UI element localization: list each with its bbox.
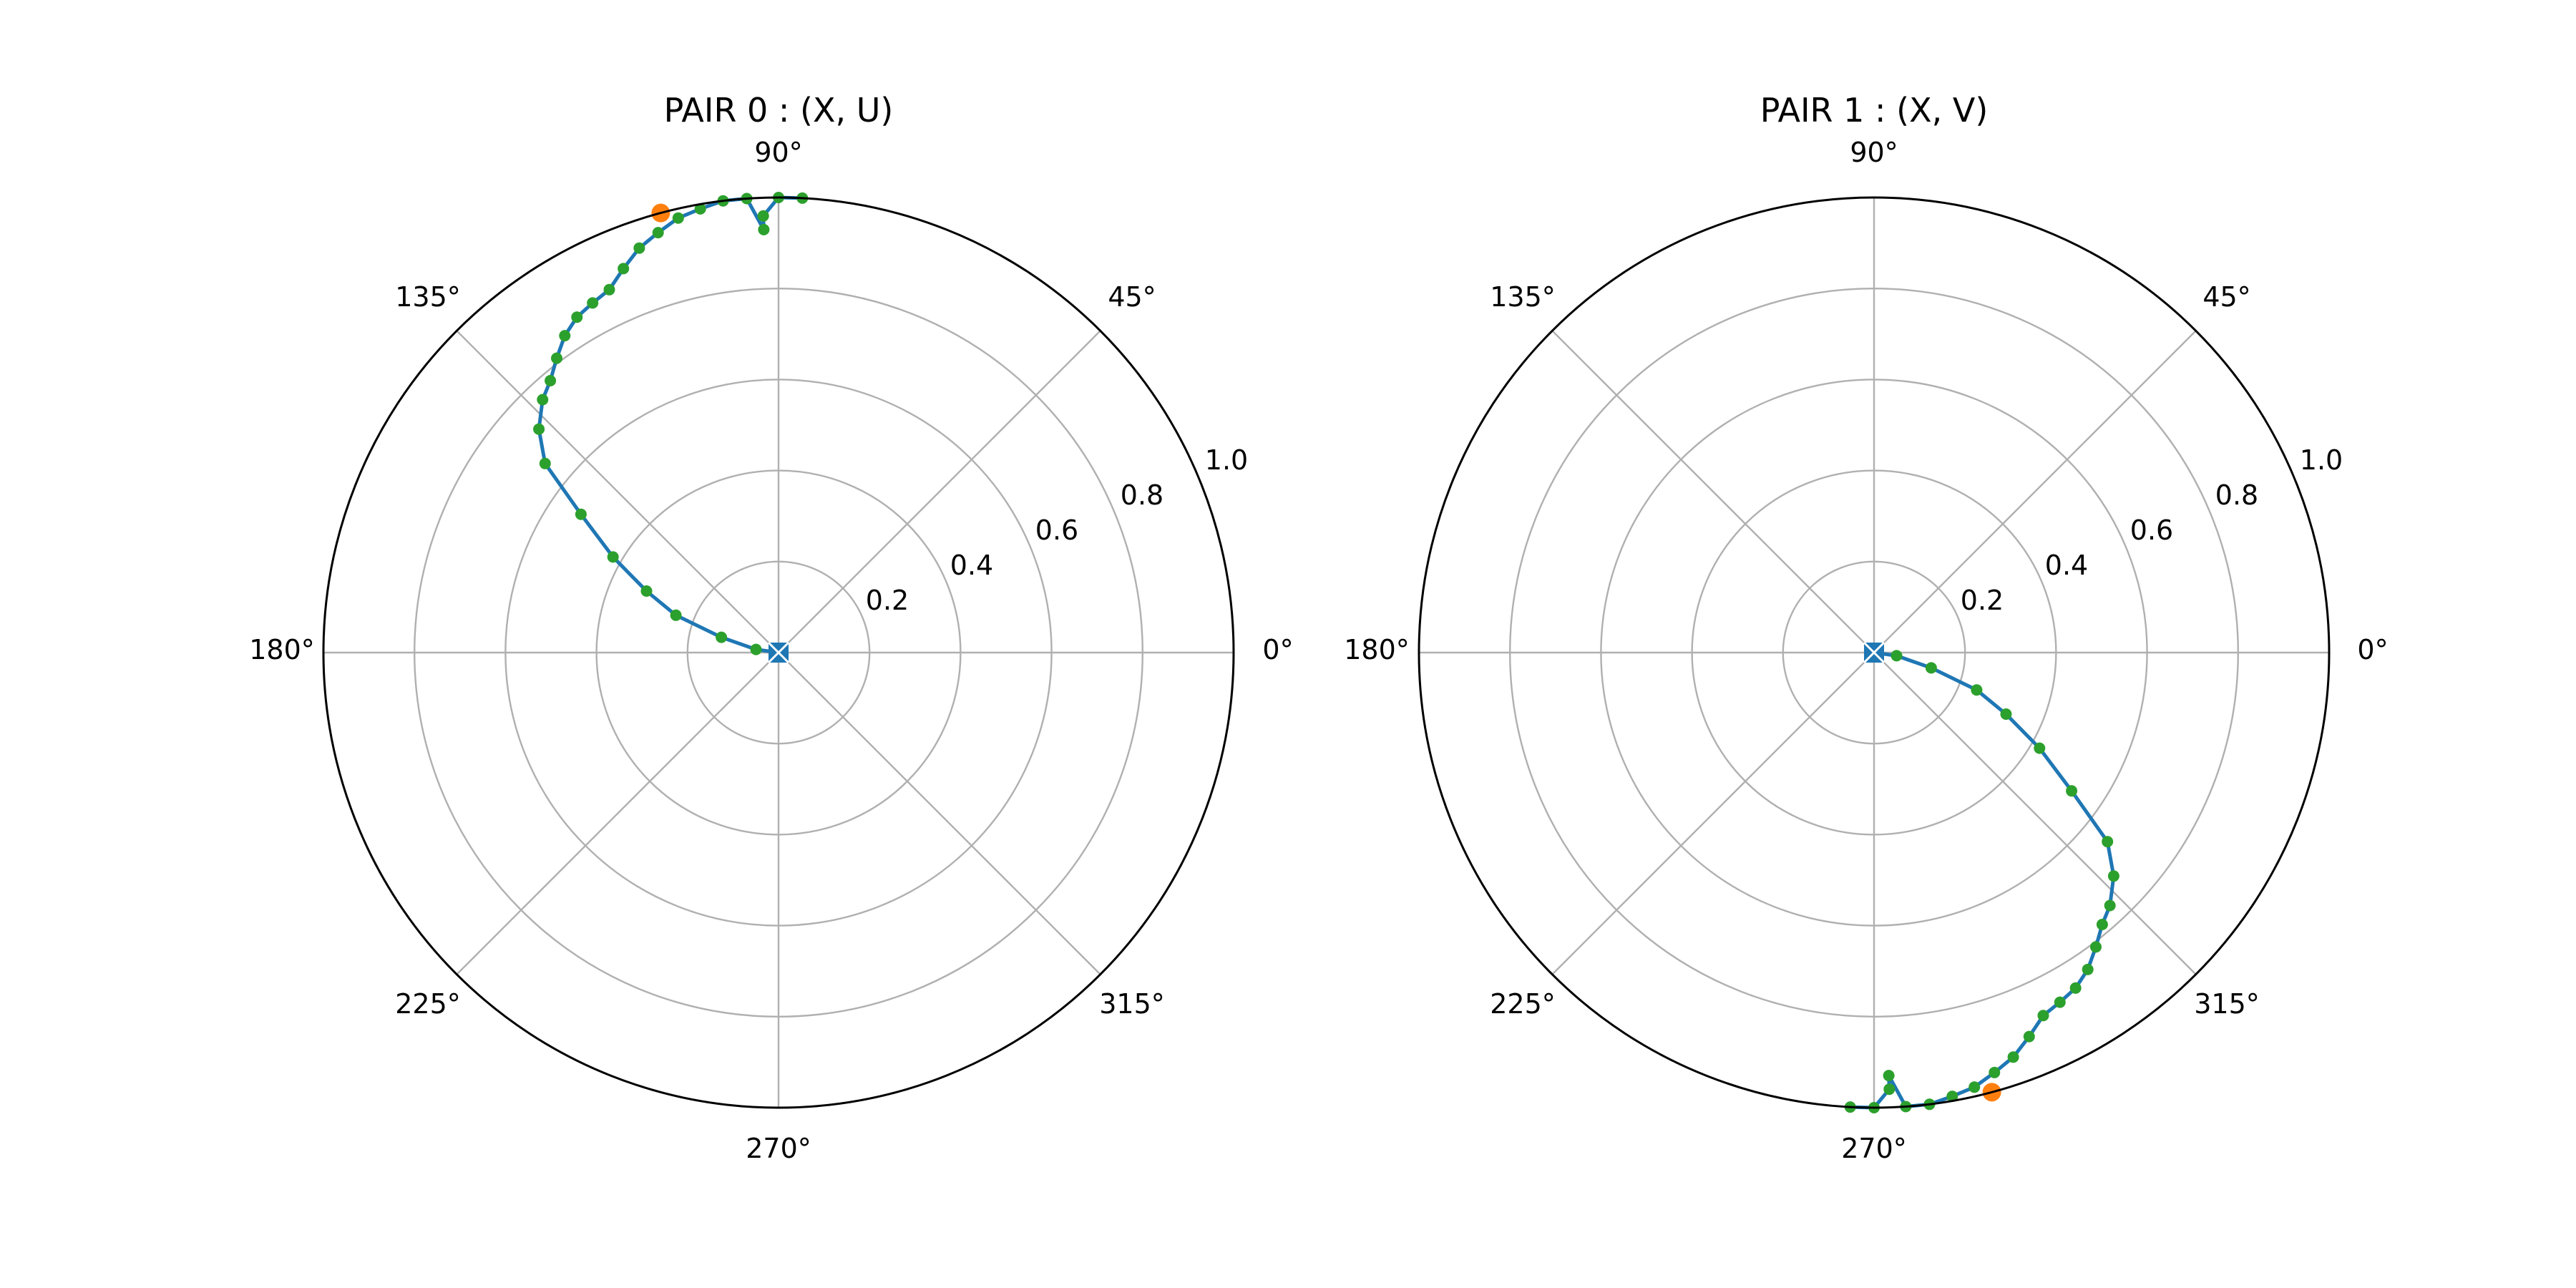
data-point bbox=[652, 227, 664, 239]
r-tick-label: 0.8 bbox=[2215, 479, 2258, 511]
data-point bbox=[633, 242, 645, 254]
data-point bbox=[2096, 919, 2108, 930]
data-point bbox=[545, 375, 557, 386]
polar-grid bbox=[1419, 197, 2329, 1108]
r-tick-label: 0.2 bbox=[866, 585, 909, 616]
data-point bbox=[1890, 650, 1903, 662]
data-point bbox=[571, 311, 583, 323]
theta-tick-label: 135° bbox=[1490, 281, 1556, 313]
data-point bbox=[640, 585, 653, 597]
theta-tick-label: 315° bbox=[1099, 988, 1165, 1020]
data-point bbox=[607, 551, 619, 563]
theta-tick-label: 225° bbox=[395, 988, 461, 1020]
polar-grid bbox=[323, 197, 1234, 1108]
r-tick-label: 0.4 bbox=[950, 550, 993, 581]
r-tick-label: 0.8 bbox=[1121, 479, 1163, 511]
chart-title: PAIR 0 : (X, U) bbox=[664, 91, 894, 130]
data-point bbox=[603, 283, 615, 296]
theta-tick-label: 0° bbox=[1262, 634, 1293, 665]
data-point bbox=[559, 330, 571, 342]
theta-grid-line bbox=[1873, 652, 2197, 975]
r-tick-label: 0.6 bbox=[2130, 514, 2173, 546]
data-point bbox=[1968, 1081, 1981, 1093]
data-point bbox=[1989, 1066, 2001, 1078]
data-point bbox=[694, 203, 706, 215]
data-point bbox=[537, 394, 549, 406]
data-point bbox=[2023, 1030, 2035, 1043]
data-point bbox=[587, 297, 599, 309]
theta-grid-line bbox=[778, 652, 1101, 975]
origin-marker-cross bbox=[767, 641, 790, 664]
theta-tick-label: 0° bbox=[2357, 634, 2388, 665]
chart-title: PAIR 1 : (X, V) bbox=[1760, 91, 1989, 130]
data-point bbox=[2054, 996, 2066, 1008]
data-point bbox=[2037, 1010, 2049, 1022]
theta-grid-line bbox=[778, 330, 1101, 653]
data-point bbox=[2102, 836, 2114, 848]
origin-marker bbox=[767, 641, 790, 664]
polar-frame bbox=[1418, 196, 2331, 1109]
data-point bbox=[2066, 785, 2078, 797]
theta-grid-line bbox=[1551, 652, 1875, 975]
theta-grid-line bbox=[1551, 330, 1875, 653]
data-point bbox=[670, 609, 682, 621]
theta-tick-label: 315° bbox=[2194, 988, 2260, 1020]
tick-labels: 0° 45° 90° 135° 180° 225° 270° 315° 0.2 … bbox=[1344, 137, 2388, 1164]
origin-marker bbox=[1863, 641, 1885, 664]
data-point bbox=[2104, 899, 2116, 912]
theta-grid-line bbox=[456, 652, 779, 975]
theta-grid-line bbox=[1873, 330, 2197, 653]
data-point bbox=[2107, 870, 2119, 882]
data-point bbox=[2000, 708, 2012, 720]
polar-outer-frame bbox=[1418, 196, 2331, 1109]
data-point bbox=[716, 631, 728, 643]
theta-tick-label: 90° bbox=[754, 137, 802, 168]
data-point bbox=[2090, 941, 2102, 953]
data-point bbox=[2082, 963, 2094, 975]
origin-marker-cross bbox=[1863, 641, 1885, 664]
theta-tick-label: 135° bbox=[395, 281, 461, 313]
data-point bbox=[1883, 1083, 1896, 1096]
data-point bbox=[2069, 982, 2082, 994]
data-point bbox=[1925, 662, 1937, 674]
data-point bbox=[539, 457, 551, 469]
r-tick-label: 1.0 bbox=[2300, 444, 2343, 476]
data-point bbox=[618, 263, 630, 275]
data-point bbox=[758, 223, 770, 235]
data-point bbox=[1883, 1070, 1895, 1082]
data-point bbox=[757, 210, 769, 222]
r-tick-label: 0.2 bbox=[1961, 585, 2004, 616]
data-point bbox=[2034, 742, 2046, 754]
theta-tick-label: 180° bbox=[1344, 634, 1410, 665]
theta-tick-label: 270° bbox=[1841, 1133, 1907, 1164]
r-tick-label: 0.4 bbox=[2045, 550, 2088, 581]
data-point bbox=[1971, 684, 1983, 696]
theta-tick-label: 90° bbox=[1850, 137, 1898, 168]
data-point bbox=[672, 212, 684, 224]
theta-tick-label: 225° bbox=[1490, 988, 1556, 1020]
polar-chart-pair-0: PAIR 0 : (X, U) 0° 45° 90° 135° 180° 225… bbox=[249, 91, 1293, 1164]
data-point bbox=[750, 643, 762, 655]
polar-chart-pair-1: PAIR 1 : (X, V) 0° 45° 90° 135° 180° 225… bbox=[1344, 91, 2388, 1164]
data-point bbox=[551, 352, 562, 364]
theta-tick-label: 45° bbox=[2202, 281, 2250, 313]
data-point bbox=[2007, 1051, 2019, 1063]
theta-tick-label: 180° bbox=[249, 634, 315, 665]
tick-labels: 0° 45° 90° 135° 180° 225° 270° 315° 0.2 … bbox=[249, 137, 1293, 1164]
polar-outer-frame bbox=[322, 196, 1235, 1109]
theta-tick-label: 270° bbox=[746, 1133, 811, 1164]
data-point bbox=[533, 423, 545, 435]
theta-grid-line bbox=[456, 330, 779, 653]
r-tick-label: 0.6 bbox=[1035, 514, 1078, 546]
r-tick-label: 1.0 bbox=[1205, 444, 1248, 476]
data-point bbox=[575, 508, 587, 520]
data-point bbox=[1946, 1091, 1958, 1103]
polar-frame bbox=[322, 196, 1235, 1109]
theta-tick-label: 45° bbox=[1108, 281, 1156, 313]
